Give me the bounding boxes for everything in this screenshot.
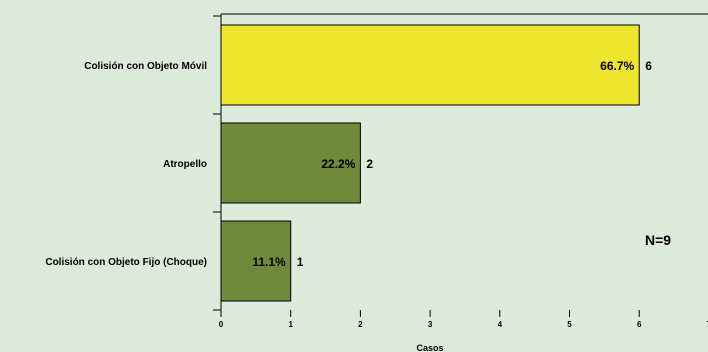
x-tick-label: 6 [637,320,642,329]
value-label: 6 [645,59,652,73]
x-tick-label: 2 [358,320,363,329]
x-tick-label: 5 [567,320,572,329]
x-axis-title: Casos [416,343,443,352]
bar [220,220,292,302]
percent-label: 66.7% [600,59,634,73]
x-tick-label: 3 [428,320,433,329]
category-label: Colisión con Objeto Móvil [84,61,207,72]
chart-bars [220,24,640,302]
x-tick-label: 1 [288,320,293,329]
x-tick-label: 7 [707,320,708,329]
x-tick-label: 0 [219,320,224,329]
percent-label: 22.2% [321,157,355,171]
bar [220,24,640,106]
value-label: 2 [366,157,373,171]
category-label: Colisión con Objeto Fijo (Choque) [45,257,207,268]
percent-label: 11.1% [252,255,286,269]
n-annotation: N=9 [645,232,671,248]
value-label: 1 [297,255,304,269]
category-label: Atropello [163,159,207,170]
bar [220,122,361,204]
x-tick-label: 4 [498,320,503,329]
chart-labels: Colisión con Objeto Móvil 66.7% 6 Atropello… [45,59,652,269]
